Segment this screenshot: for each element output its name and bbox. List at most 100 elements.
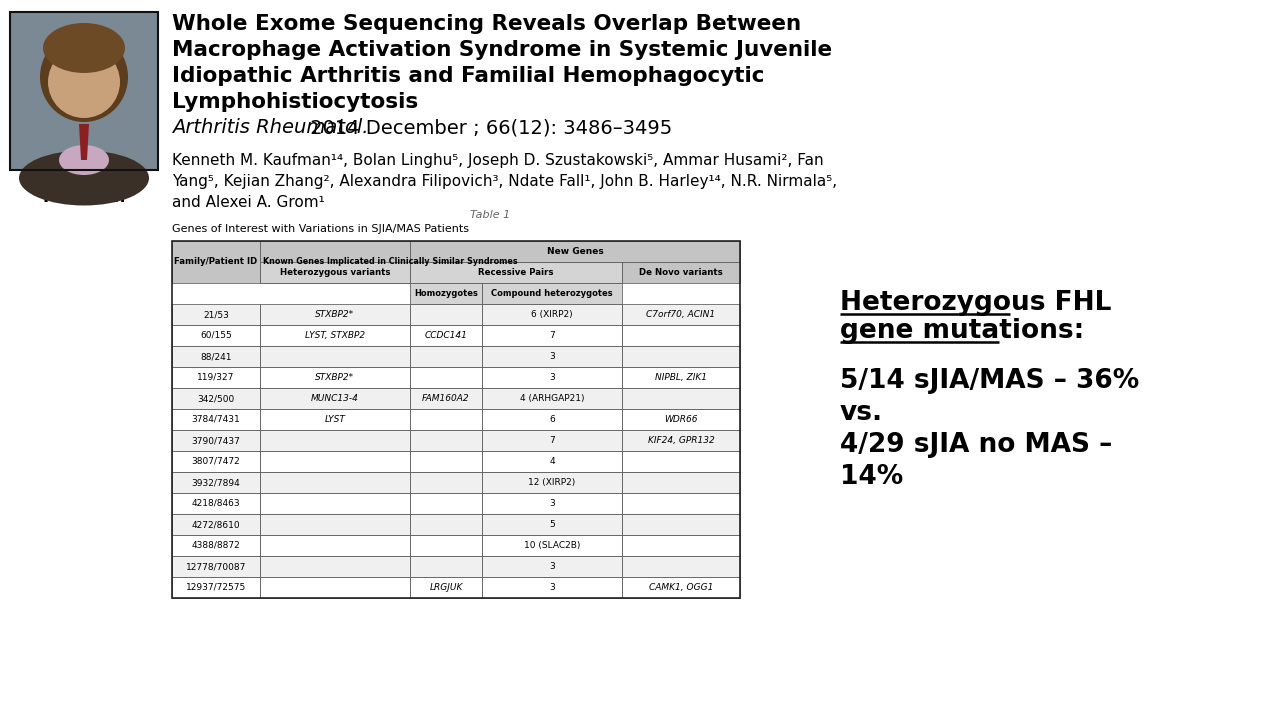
Bar (622, 556, 740, 577)
Bar (260, 577, 410, 598)
Bar (483, 346, 622, 367)
Text: 4388/8872: 4388/8872 (192, 541, 241, 550)
Bar (622, 451, 740, 472)
Bar (172, 472, 260, 493)
Text: 3: 3 (549, 583, 554, 592)
Bar (622, 409, 740, 430)
Text: Arthritis Rheumatol.: Arthritis Rheumatol. (172, 118, 369, 137)
Text: Family/Patient ID: Family/Patient ID (174, 258, 257, 266)
Text: LYST, STXBP2: LYST, STXBP2 (305, 331, 365, 340)
Bar (172, 241, 260, 283)
Ellipse shape (19, 150, 148, 205)
Bar (260, 325, 410, 346)
Bar (260, 472, 410, 493)
Bar (622, 367, 740, 388)
Bar (260, 556, 410, 577)
Bar (622, 430, 740, 451)
Text: 4 (ARHGAP21): 4 (ARHGAP21) (520, 394, 584, 403)
Bar (483, 556, 622, 577)
Bar (172, 409, 260, 430)
Bar (410, 535, 483, 556)
Circle shape (49, 46, 120, 118)
Bar (483, 472, 622, 493)
Text: 60/155: 60/155 (200, 331, 232, 340)
Ellipse shape (40, 32, 128, 122)
Text: 88/241: 88/241 (200, 352, 232, 361)
Bar (622, 430, 740, 451)
Bar (172, 325, 260, 346)
Bar (260, 493, 410, 514)
Bar (483, 577, 622, 598)
Bar (260, 388, 410, 409)
Bar (483, 556, 622, 577)
Bar (483, 451, 622, 472)
Bar (172, 346, 260, 367)
Bar (410, 556, 483, 577)
Bar (410, 556, 483, 577)
Bar (260, 451, 410, 472)
Bar (260, 346, 410, 367)
Text: 5: 5 (549, 520, 554, 529)
Bar (483, 577, 622, 598)
Bar (410, 535, 483, 556)
Bar (172, 577, 260, 598)
Bar (260, 514, 410, 535)
Bar (172, 514, 260, 535)
Bar (410, 493, 483, 514)
Text: and Alexei A. Grom¹: and Alexei A. Grom¹ (172, 195, 325, 210)
Bar (483, 493, 622, 514)
Bar (410, 367, 483, 388)
Ellipse shape (44, 23, 125, 73)
Text: Kenneth M. Kaufman¹⁴, Bolan Linghu⁵, Joseph D. Szustakowski⁵, Ammar Husami², Fan: Kenneth M. Kaufman¹⁴, Bolan Linghu⁵, Jos… (172, 153, 823, 168)
Bar (172, 388, 260, 409)
Text: Idiopathic Arthritis and Familial Hemophagocytic: Idiopathic Arthritis and Familial Hemoph… (172, 66, 764, 86)
Bar (483, 367, 622, 388)
Bar (410, 430, 483, 451)
Bar (483, 367, 622, 388)
Bar (260, 451, 410, 472)
Text: 4218/8463: 4218/8463 (192, 499, 241, 508)
Bar (622, 514, 740, 535)
Bar (172, 430, 260, 451)
Bar (622, 472, 740, 493)
Text: vs.: vs. (840, 400, 883, 426)
Text: Genes of Interest with Variations in SJIA/MAS Patients: Genes of Interest with Variations in SJI… (172, 224, 468, 234)
Bar (483, 430, 622, 451)
Text: 21/53: 21/53 (204, 310, 229, 319)
Bar (410, 451, 483, 472)
Text: Heterozygous FHL: Heterozygous FHL (840, 290, 1111, 316)
Bar (483, 472, 622, 493)
Bar (622, 262, 740, 283)
Bar (410, 367, 483, 388)
Bar (172, 493, 260, 514)
Bar (483, 283, 622, 304)
Bar (483, 388, 622, 409)
Bar (410, 577, 483, 598)
Bar (260, 325, 410, 346)
Bar (172, 325, 260, 346)
Bar (260, 409, 410, 430)
Bar (622, 577, 740, 598)
Text: 4272/8610: 4272/8610 (192, 520, 241, 529)
Bar (410, 346, 483, 367)
Bar (260, 262, 410, 283)
Bar (260, 472, 410, 493)
Bar (622, 346, 740, 367)
Bar (622, 388, 740, 409)
Text: Heterozygous variants: Heterozygous variants (280, 268, 390, 277)
Bar (260, 556, 410, 577)
Text: STXBP2*: STXBP2* (315, 373, 355, 382)
Text: LYST: LYST (325, 415, 346, 424)
Bar (172, 430, 260, 451)
Bar (622, 577, 740, 598)
Bar (483, 346, 622, 367)
Bar (172, 451, 260, 472)
Text: C7orf70, ACIN1: C7orf70, ACIN1 (646, 310, 716, 319)
Text: Kaufman: Kaufman (42, 188, 125, 206)
Text: 3: 3 (549, 562, 554, 571)
Bar (410, 451, 483, 472)
Bar (172, 577, 260, 598)
Bar (410, 241, 740, 262)
Bar (410, 577, 483, 598)
Bar (483, 304, 622, 325)
